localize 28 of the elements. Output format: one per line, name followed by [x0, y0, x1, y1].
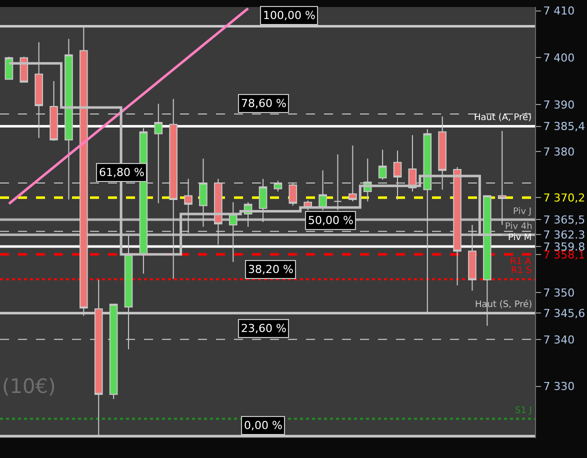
y-tick-label: 7 400: [543, 52, 575, 65]
y-tick-label: 7 345,6: [543, 306, 586, 320]
ref-line-label: Piv J: [513, 207, 532, 217]
y-tick-label: 7 380: [543, 145, 575, 158]
candlestick: [378, 149, 387, 180]
annotation: 50,00 %: [308, 214, 354, 227]
y-tick-label: 7 385,4: [543, 120, 586, 134]
ref-line-label: Piv 4h: [505, 222, 532, 232]
candlestick: [154, 103, 163, 204]
annotation: 23,60 %: [241, 322, 286, 335]
annotation: 38,20 %: [248, 263, 294, 276]
annotation: 0,00 %: [244, 419, 282, 432]
ref-line-label: R1 S: [511, 266, 532, 276]
y-tick-label: 7 330: [543, 380, 575, 394]
ref-line-label: S1 J: [515, 406, 532, 416]
y-tick-label: 7 350: [543, 286, 575, 300]
ref-line-label: Piv M: [508, 233, 532, 243]
annotation: 100,00 %: [263, 9, 316, 22]
annotation: 61,80 %: [99, 166, 144, 179]
annotation: 78,60 %: [241, 97, 286, 110]
y-tick-label: 7 410: [543, 4, 575, 18]
ref-line-label: Haut (A, Pré): [474, 112, 532, 123]
ref-line-label: R1 A: [510, 257, 532, 267]
y-tick-label: 7 390: [543, 98, 575, 112]
y-tick-label: 7 365,5: [543, 214, 586, 227]
y-tick-label: 7 370,2: [543, 191, 586, 204]
y-tick-label: 7 340: [543, 333, 575, 346]
y-tick-label: 7 362.3: [543, 228, 586, 242]
